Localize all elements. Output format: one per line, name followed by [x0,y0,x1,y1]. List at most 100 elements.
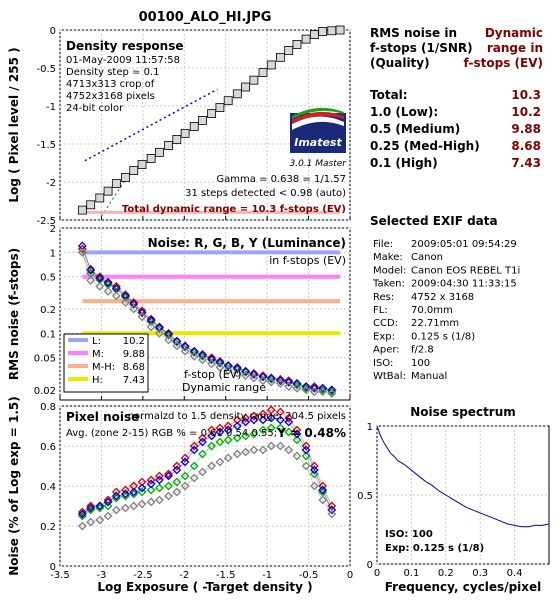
density-info-line: 24-bit color [66,103,124,114]
pixel-xticks: -3.5 -3 -2.5 -2 -1.5 -1 -0.5 0 [50,570,353,581]
pixel-point [309,481,319,491]
rms-point [275,374,285,384]
pixel-point [327,509,337,519]
rms-point [95,281,105,291]
pixel-point [189,445,199,455]
pixel-point [215,457,225,467]
pixel-point [266,441,276,451]
density-point [180,128,190,138]
pixel-point [223,425,233,435]
legend-label: L: [92,336,101,347]
rms-ytick-label: 2 [50,224,56,235]
logo-green-swoosh-icon [292,107,344,119]
pixel-point [95,515,105,525]
rms-point [266,377,276,387]
pixel-point [207,461,217,471]
rms-point [215,362,225,372]
pixel-point [172,465,182,475]
rms-point [129,299,139,309]
rms-xticks [59,396,351,400]
rms-row-value: 10.2 [511,105,541,119]
density-point [284,46,294,55]
pixel-point [129,481,139,491]
steps-text: 31 steps detected < 0.98 (auto) [185,188,346,199]
rms-point [86,276,96,285]
exif-value: Canon [411,252,443,263]
exif-rows: File: 2009:05:01 09:54:29 Make: Canon Model:… [372,239,520,382]
legend-box [63,333,149,393]
rms-row-label: Total: [370,88,408,102]
exif-value: Canon EOS REBEL T1i [411,265,520,276]
density-point [249,75,259,85]
rms-point [121,292,130,302]
pixel-point [292,429,302,439]
pixel-xtick-label: -1 [262,570,272,581]
pixel-point [223,435,233,445]
rms-point [258,371,268,381]
pixel-point [180,481,190,491]
pixel-point [266,405,276,415]
density-info-line: 4752x3168 pixels [66,91,155,102]
spectrum-line [376,425,550,528]
rms-point [155,328,164,338]
pixel-point [137,499,147,509]
pixel-point [275,415,285,425]
rms-point [189,351,199,361]
rms-ylabel: RMS noise (f-stops) [7,248,21,380]
rms-point [129,304,139,314]
pixel-point [223,453,233,463]
density-point [309,30,319,39]
density-point [318,27,328,36]
pixel-point [207,425,217,435]
exif-heading: Selected EXIF data [370,214,498,228]
pixel-point [164,469,173,479]
pixel-point [207,431,217,441]
pixel-xlabel: Log Exposure ( -Target density ) [97,580,312,594]
pixel-point [292,451,302,461]
exif-value: 22.71mm [411,318,459,329]
rms-point [172,341,182,351]
spectrum-xtick-label: 0.3 [472,568,488,579]
pixel-point [103,495,113,505]
pixel-point [86,503,96,513]
exif-key: Make: [373,252,403,263]
density-point [232,89,242,99]
exif-value: 0.125 s (1/8) [411,331,475,342]
rms-point [292,379,302,388]
pixel-point [103,501,113,511]
density-point [301,34,311,44]
pixel-ytick-label: 0 [50,562,56,573]
exif-value: 70.0mm [411,305,453,316]
rms-point [95,273,105,283]
pixel-point [249,415,259,425]
pixel-point [86,517,96,527]
pixel-y-value: Y = 0.48% [276,426,346,440]
density-info-line: 4713x313 crop of [66,79,155,90]
rms-point [180,341,190,351]
rms-point [284,376,294,386]
rms-header-left: RMS noise in [370,26,457,40]
exif-key: Taken: [372,279,405,290]
pixel-point [198,449,207,459]
pixel-point [292,435,302,445]
rms-point [172,336,182,346]
pixel-point [111,491,121,501]
rms-point [164,330,173,340]
pixel-point [241,431,251,441]
rms-point [223,361,233,370]
spectrum-xtick-label: 0.1 [403,568,419,579]
spectrum-xtick-label: 0.2 [438,568,454,579]
rms-point [275,379,285,388]
pixel-point [121,503,130,513]
spectrum-xtick-label: 0 [374,568,380,579]
legend-label: H: [92,375,103,386]
density-yticks: 0 -0.5 -1 -1.5 -2 -2.5 [36,26,56,227]
pixel-point [215,423,225,433]
rms-header-left: f-stops (1/SNR) [370,41,473,55]
pixel-point [95,501,105,511]
legend-value: 8.68 [123,362,145,373]
pixel-point [223,421,233,431]
gamma-text: Gamma = 0.638 = 1/1.57 [216,174,346,185]
